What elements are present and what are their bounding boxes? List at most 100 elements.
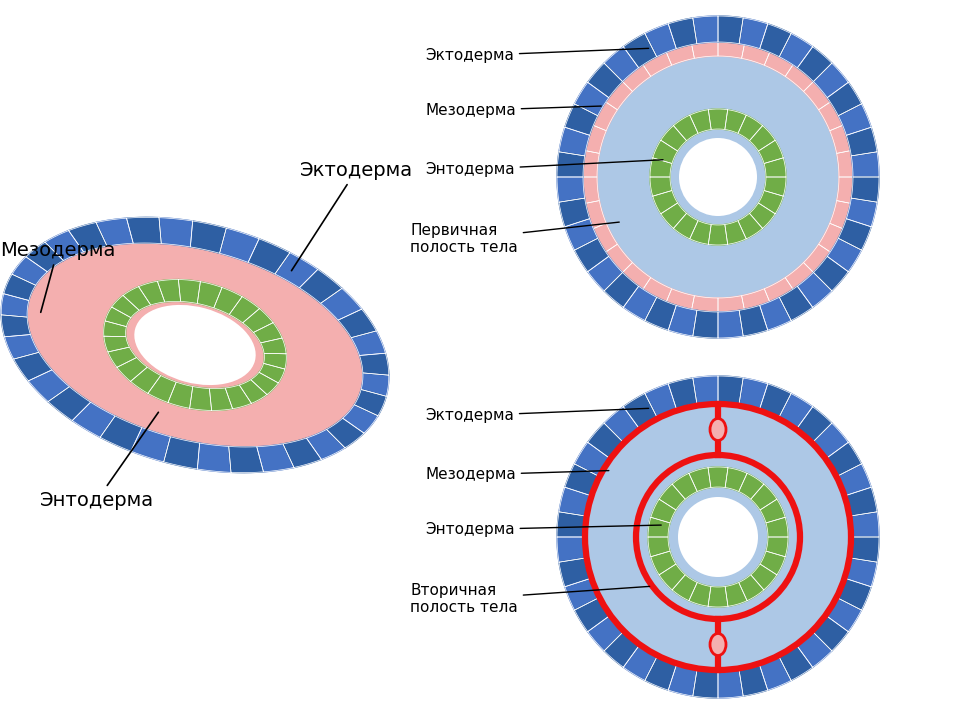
- Text: Энтодерма: Энтодерма: [425, 160, 663, 177]
- Polygon shape: [586, 201, 606, 229]
- Polygon shape: [622, 65, 651, 91]
- Polygon shape: [123, 287, 151, 310]
- Polygon shape: [623, 647, 657, 680]
- Polygon shape: [758, 140, 783, 163]
- Polygon shape: [828, 82, 861, 116]
- Polygon shape: [226, 385, 252, 409]
- Polygon shape: [739, 473, 764, 499]
- Polygon shape: [739, 575, 764, 600]
- Polygon shape: [586, 125, 606, 153]
- Polygon shape: [321, 289, 362, 320]
- Polygon shape: [198, 443, 231, 472]
- Polygon shape: [574, 238, 609, 271]
- Polygon shape: [693, 16, 718, 44]
- Polygon shape: [197, 282, 222, 308]
- Polygon shape: [666, 289, 694, 310]
- Polygon shape: [588, 256, 622, 291]
- Polygon shape: [117, 358, 147, 382]
- Polygon shape: [564, 219, 598, 250]
- Polygon shape: [651, 551, 676, 575]
- Polygon shape: [4, 274, 36, 300]
- Polygon shape: [564, 579, 598, 610]
- Polygon shape: [557, 537, 585, 562]
- Text: Эктодерма: Эктодерма: [425, 48, 649, 63]
- Polygon shape: [837, 150, 853, 177]
- Text: Мезодерма: Мезодерма: [0, 240, 115, 312]
- Ellipse shape: [679, 138, 757, 216]
- Polygon shape: [739, 665, 768, 696]
- Polygon shape: [360, 354, 389, 375]
- Polygon shape: [645, 24, 676, 57]
- Polygon shape: [645, 657, 676, 690]
- Text: Вторичная
полость тела: Вторичная полость тела: [410, 583, 650, 616]
- Polygon shape: [760, 551, 785, 575]
- Polygon shape: [574, 82, 609, 116]
- Polygon shape: [96, 218, 133, 246]
- Polygon shape: [190, 387, 211, 410]
- Polygon shape: [668, 665, 697, 696]
- Polygon shape: [645, 384, 676, 417]
- Polygon shape: [583, 150, 599, 177]
- Polygon shape: [804, 244, 830, 272]
- Polygon shape: [248, 239, 290, 274]
- Polygon shape: [751, 484, 777, 510]
- Polygon shape: [26, 242, 63, 271]
- Polygon shape: [559, 198, 589, 227]
- Polygon shape: [798, 632, 832, 667]
- Polygon shape: [243, 309, 273, 333]
- Text: Эктодерма: Эктодерма: [292, 161, 413, 271]
- Polygon shape: [104, 336, 130, 352]
- Polygon shape: [829, 201, 851, 229]
- Polygon shape: [648, 517, 670, 537]
- Text: Эктодерма: Эктодерма: [425, 408, 649, 423]
- Polygon shape: [564, 104, 598, 135]
- Polygon shape: [338, 309, 376, 338]
- Polygon shape: [674, 115, 698, 140]
- Polygon shape: [660, 125, 686, 151]
- Polygon shape: [852, 512, 879, 537]
- Polygon shape: [813, 256, 849, 291]
- Polygon shape: [100, 416, 142, 451]
- Polygon shape: [738, 213, 762, 239]
- Polygon shape: [660, 203, 686, 228]
- Polygon shape: [623, 34, 657, 68]
- Polygon shape: [718, 16, 743, 44]
- Ellipse shape: [597, 56, 839, 298]
- Polygon shape: [343, 405, 378, 433]
- Polygon shape: [693, 310, 718, 338]
- Polygon shape: [354, 390, 386, 415]
- Polygon shape: [283, 438, 322, 467]
- Polygon shape: [718, 296, 744, 312]
- Ellipse shape: [710, 634, 726, 655]
- Polygon shape: [798, 272, 832, 307]
- Ellipse shape: [678, 497, 758, 577]
- Polygon shape: [306, 429, 345, 459]
- Ellipse shape: [583, 402, 853, 672]
- Polygon shape: [643, 53, 672, 76]
- Polygon shape: [660, 564, 685, 590]
- Polygon shape: [828, 238, 861, 271]
- Polygon shape: [798, 407, 832, 441]
- Polygon shape: [708, 587, 728, 607]
- Polygon shape: [666, 45, 694, 66]
- Polygon shape: [847, 127, 877, 156]
- Polygon shape: [159, 217, 193, 247]
- Polygon shape: [852, 152, 879, 177]
- Text: Мезодерма: Мезодерма: [425, 467, 609, 482]
- Polygon shape: [708, 225, 728, 245]
- Polygon shape: [838, 219, 871, 250]
- Polygon shape: [588, 616, 622, 651]
- Polygon shape: [819, 223, 843, 252]
- Ellipse shape: [134, 305, 255, 385]
- Polygon shape: [780, 287, 812, 320]
- Polygon shape: [668, 18, 697, 49]
- Polygon shape: [559, 487, 589, 516]
- Polygon shape: [759, 657, 791, 690]
- Polygon shape: [574, 442, 609, 476]
- Polygon shape: [780, 394, 812, 428]
- Polygon shape: [588, 423, 622, 458]
- Polygon shape: [691, 42, 718, 58]
- Polygon shape: [764, 177, 786, 196]
- Polygon shape: [111, 295, 139, 318]
- Polygon shape: [29, 370, 69, 402]
